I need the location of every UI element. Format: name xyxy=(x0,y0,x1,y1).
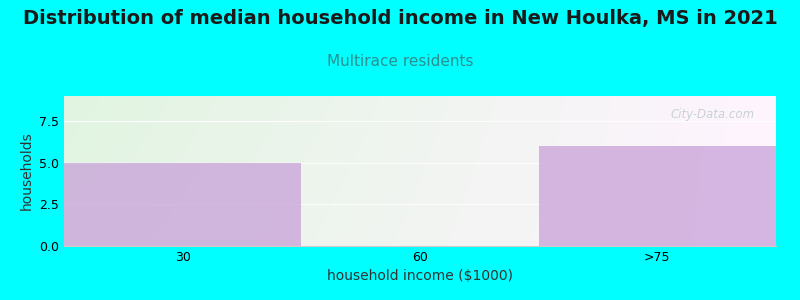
Text: Multirace residents: Multirace residents xyxy=(326,54,474,69)
Bar xyxy=(538,146,776,246)
Y-axis label: households: households xyxy=(19,132,34,210)
Text: City-Data.com: City-Data.com xyxy=(670,108,754,121)
X-axis label: household income ($1000): household income ($1000) xyxy=(327,269,513,284)
Text: Distribution of median household income in New Houlka, MS in 2021: Distribution of median household income … xyxy=(22,9,778,28)
Bar xyxy=(64,163,302,246)
